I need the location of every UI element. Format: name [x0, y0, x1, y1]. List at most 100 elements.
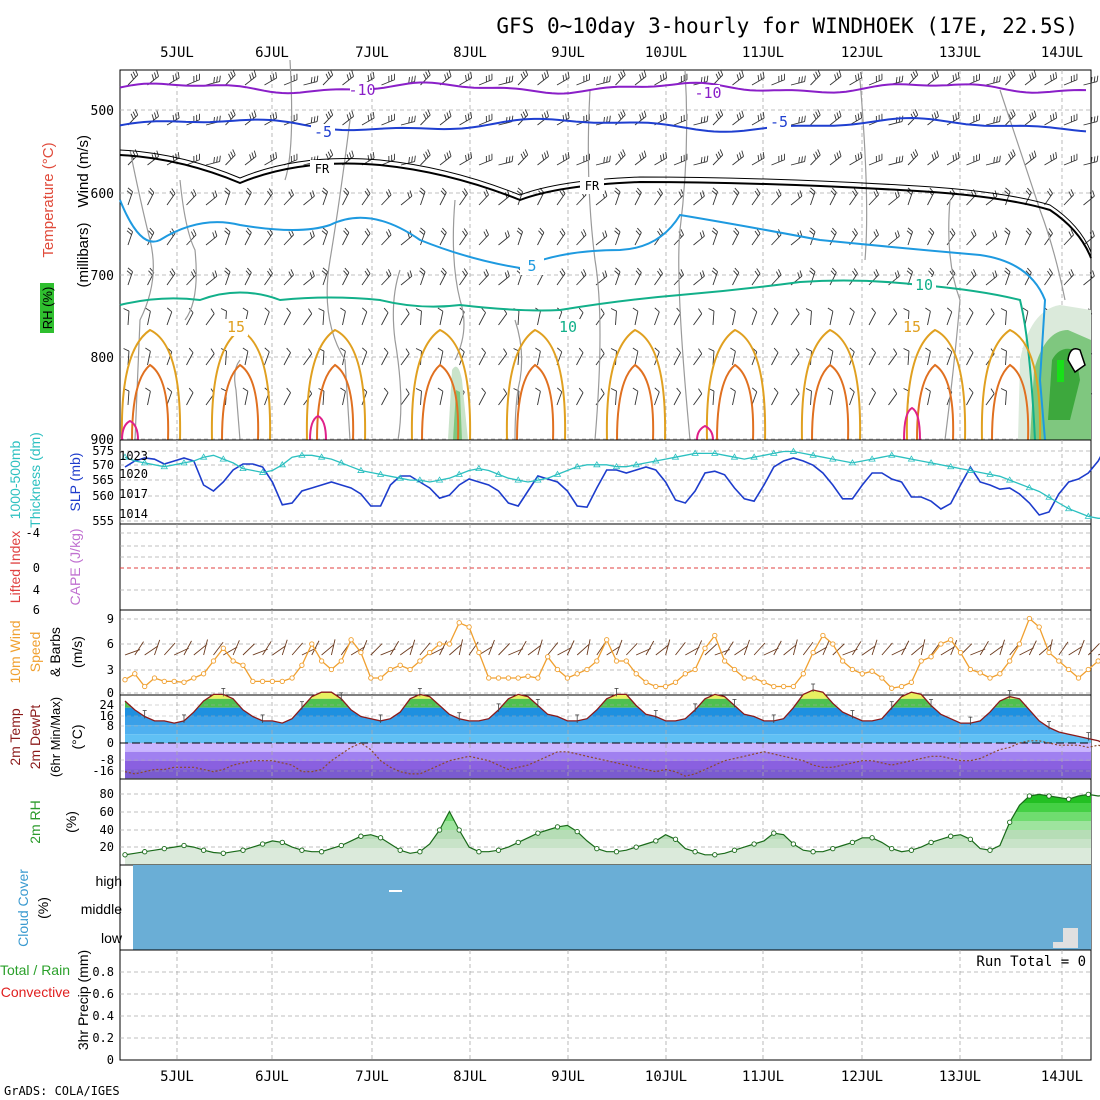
thickness-marker [947, 462, 955, 470]
wind-barb-feather [680, 229, 684, 235]
wind-barb-feather [578, 307, 584, 313]
wind-barb-feather [799, 190, 803, 197]
wind-barb-staff [283, 234, 294, 246]
wind-barb-staff [790, 161, 805, 166]
wind-barb-staff [907, 74, 919, 86]
wind-barb-staff [927, 192, 935, 206]
wind-barb-feather [849, 347, 855, 353]
wind-barb-staff [322, 74, 334, 86]
wind-barb-feather [188, 387, 194, 393]
temp2m-tick: -16 [92, 764, 114, 778]
wind-barb-feather [349, 152, 352, 159]
temp-band [125, 769, 1091, 779]
wind-barb-feather [706, 115, 709, 122]
wind-barb-feather [313, 76, 316, 83]
wind10m-point [456, 620, 462, 626]
precip-convective-label: Convective [1, 984, 70, 1000]
wind-barb-feather [230, 111, 234, 118]
wind-barb-staff [595, 235, 608, 246]
rh2m-unit: (%) [63, 811, 79, 833]
thickness-tick: 565 [92, 473, 114, 487]
wind10m-point [692, 666, 698, 673]
wind-barb-staff [322, 114, 334, 126]
wind10m-barb [793, 639, 798, 656]
wind-barb-feather [910, 73, 914, 80]
wind-barb-feather [437, 307, 444, 312]
temp-contour-10 [119, 279, 1036, 441]
dewpt2m-title: 2m DewPt [27, 705, 43, 770]
wind10m-point [417, 658, 423, 664]
wind-barb-staff [966, 392, 974, 406]
wind-barb-feather [361, 347, 368, 353]
thickness-tick: 570 [92, 458, 114, 472]
wind10m-barb [655, 644, 669, 656]
wind10m-point [446, 641, 453, 647]
thickness-marker [416, 476, 424, 483]
wind-barb-feather [893, 348, 898, 354]
wind-barb-staff [420, 311, 422, 326]
bottom-date-label: 8JUL [453, 1069, 487, 1085]
wind-barb-feather [290, 189, 294, 195]
wind10m-barb [173, 647, 189, 656]
wind-barb-feather [641, 152, 645, 159]
wind-barb-staff [732, 351, 736, 366]
thickness-marker [966, 466, 975, 473]
cloud-level-tick: high [96, 873, 122, 889]
wind-barb-staff [498, 161, 513, 166]
wind-barb-feather [462, 230, 467, 237]
wind10m-point [309, 641, 315, 647]
wind-barb-feather [224, 270, 230, 275]
wind10m-point [957, 649, 964, 656]
thickness-title: 1000-500mb [7, 440, 23, 519]
wind-barb-feather [1010, 151, 1014, 158]
wind10m-point [574, 671, 580, 677]
wind10m-barb [449, 644, 462, 656]
wind-barb-staff [888, 121, 903, 126]
wind-barb-feather [245, 230, 251, 236]
thickness-marker [553, 470, 562, 477]
wind-barb-feather [190, 271, 195, 278]
wind-barb-staff [985, 275, 998, 286]
wind10m-point [1085, 666, 1091, 673]
wind-barb-staff [420, 154, 431, 166]
thickness-marker [691, 449, 699, 456]
thickness-marker [514, 476, 522, 483]
wind-barb-feather [990, 308, 995, 314]
wind-barb-staff [615, 74, 626, 86]
temp-contour-25 [121, 419, 139, 441]
wind-barb-staff [283, 274, 294, 286]
wind-barb-staff [244, 156, 257, 166]
wind-barb-feather [1048, 188, 1053, 194]
wind-barb-feather [955, 73, 957, 80]
wind-barb-staff [771, 79, 785, 86]
wind-barb-feather [810, 227, 816, 233]
wind-barb-feather [427, 69, 431, 76]
wind-barb-staff [634, 156, 647, 166]
wind-barb-staff [771, 274, 782, 286]
wind-barb-staff [537, 116, 549, 126]
wind-barb-staff [654, 391, 660, 406]
wind-barb-feather [849, 387, 855, 393]
wind-barb-feather [242, 307, 249, 312]
wind-barb-feather [1025, 230, 1031, 236]
wind-barb-feather [934, 72, 937, 79]
wind-barb-feather [562, 75, 565, 82]
thickness-marker [219, 455, 228, 462]
wind-barb-staff [556, 233, 566, 246]
wind-barb-feather [272, 113, 275, 120]
wind10m-barb [989, 645, 1004, 656]
wind-barb-feather [344, 267, 350, 273]
temp2m-tick: 24 [100, 698, 114, 712]
wind-barb-feather [813, 113, 817, 120]
wind-barb-feather [578, 387, 584, 393]
wind-barb-feather [372, 152, 375, 159]
wind-barb-staff [400, 393, 410, 406]
lifted-index-label: Lifted Index [7, 531, 23, 603]
wind-barb-staff [1024, 192, 1032, 206]
wind-barb-feather [1012, 109, 1016, 116]
wind-barb-staff [829, 232, 837, 246]
wind-barb-feather [505, 77, 508, 84]
wind10m-barb [891, 647, 907, 656]
wind-barb-feather [857, 113, 860, 120]
